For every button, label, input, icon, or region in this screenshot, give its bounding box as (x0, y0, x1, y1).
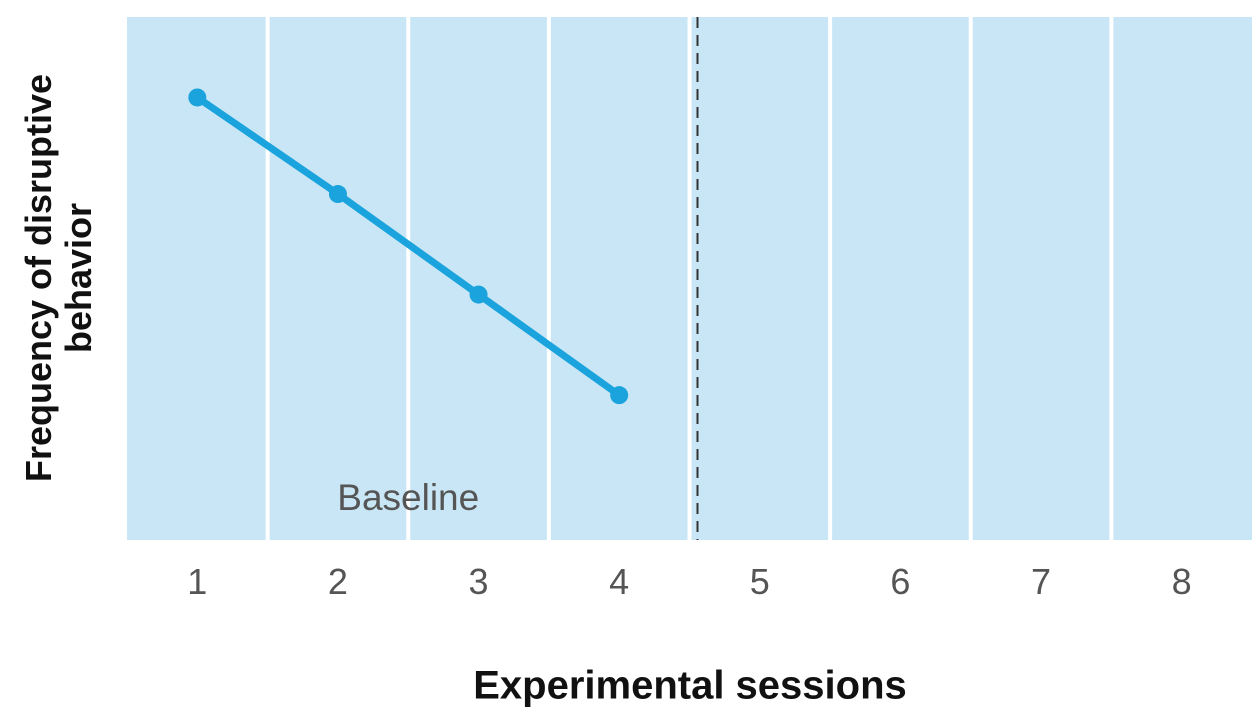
series-line (193, 93, 623, 399)
data-point (469, 285, 488, 304)
data-point (610, 386, 629, 405)
baseline-annotation: Baseline (337, 477, 479, 518)
x-tick-label: 2 (328, 561, 348, 602)
session-column (832, 17, 969, 540)
x-tick-label: 4 (609, 561, 629, 602)
session-column (550, 17, 688, 540)
session-column (1113, 17, 1252, 540)
data-point (328, 185, 347, 204)
data-point (188, 88, 207, 107)
x-axis-label: Experimental sessions (473, 663, 907, 708)
x-tick-label: 3 (469, 561, 489, 602)
x-tick-label: 1 (187, 561, 207, 602)
x-tick-label: 6 (890, 561, 910, 602)
session-column (269, 17, 407, 540)
session-column (691, 17, 829, 540)
x-tick-label: 7 (1031, 561, 1051, 602)
x-tick-label: 8 (1172, 561, 1192, 602)
x-tick-label: 5 (750, 561, 770, 602)
session-column (410, 17, 547, 540)
session-column (972, 17, 1110, 540)
